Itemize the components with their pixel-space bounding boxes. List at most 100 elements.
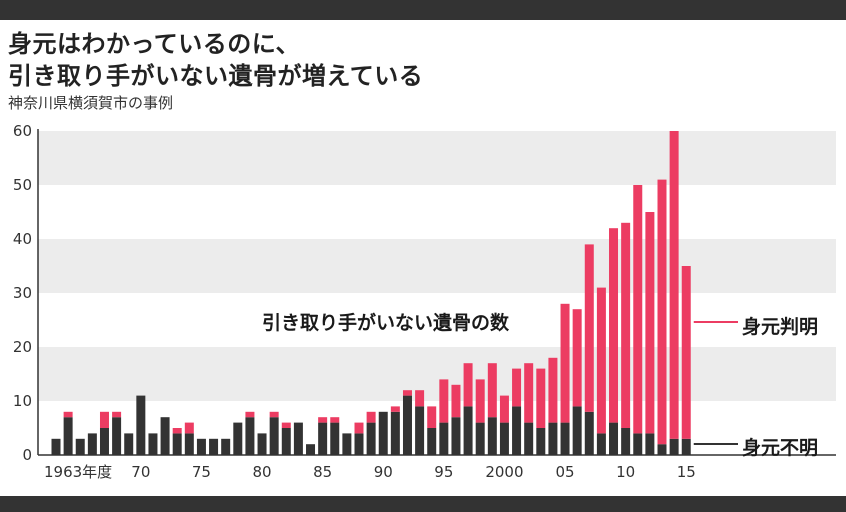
bar-known [281, 422, 291, 428]
bar-known [645, 212, 655, 434]
grid-band [38, 239, 836, 293]
bar-unknown [645, 433, 655, 455]
x-tick-label: 10 [616, 463, 635, 481]
x-tick-label: 1963年度 [44, 463, 112, 481]
chart-title-line2: 引き取り手がいない遺骨が増えている [8, 62, 424, 90]
bar-unknown [184, 433, 194, 455]
bar-known [427, 406, 437, 428]
bar-known [439, 379, 449, 423]
bar-unknown [596, 433, 606, 455]
bar-known [463, 363, 473, 407]
bar-unknown [257, 433, 267, 455]
x-tick-label: 80 [252, 463, 271, 481]
y-tick-label: 10 [13, 392, 32, 410]
bar-known [681, 266, 691, 439]
bar-known [512, 368, 522, 407]
y-tick-label: 20 [13, 338, 32, 356]
bar-known [621, 222, 631, 428]
bar-known [524, 363, 534, 423]
bar-unknown [524, 422, 534, 455]
bar-unknown [209, 438, 219, 455]
x-tick-label: 75 [192, 463, 211, 481]
bar-known [112, 411, 122, 418]
bar-unknown [512, 406, 522, 455]
bar-unknown [536, 428, 546, 455]
bar-unknown [572, 406, 582, 455]
bar-unknown [233, 422, 243, 455]
x-tick-label: 05 [555, 463, 574, 481]
x-tick-label: 90 [374, 463, 393, 481]
bar-unknown [402, 395, 412, 455]
bar-unknown [160, 417, 170, 455]
bar-known [487, 363, 497, 418]
bar-known [596, 287, 606, 434]
bar-known [572, 309, 582, 407]
bar-unknown [136, 395, 146, 455]
bar-known [318, 417, 328, 423]
bar-known [390, 406, 400, 412]
bar-unknown [99, 428, 109, 455]
bar-known [560, 303, 570, 423]
bar-unknown [499, 422, 509, 455]
bar-known [609, 228, 619, 423]
bar-unknown [269, 417, 279, 455]
legend-known: 身元判明 [742, 316, 819, 338]
bar-known [269, 411, 279, 418]
bar-unknown [293, 422, 303, 455]
bar-unknown [548, 422, 558, 455]
bar-unknown [148, 433, 158, 455]
bar-unknown [75, 438, 85, 455]
bar-unknown [51, 438, 61, 455]
top-bar [0, 0, 846, 20]
bar-known [669, 131, 679, 439]
bar-unknown [63, 417, 73, 455]
bar-unknown [330, 422, 340, 455]
bar-unknown [245, 417, 255, 455]
bar-known [415, 390, 425, 407]
bar-known [536, 368, 546, 428]
bar-unknown [342, 433, 352, 455]
bar-unknown [221, 438, 231, 455]
bar-known [633, 185, 643, 434]
grid-band [38, 131, 836, 185]
bar-unknown [318, 422, 328, 455]
y-tick-label: 50 [13, 176, 32, 194]
y-tick-label: 0 [22, 446, 32, 464]
bar-known [475, 379, 485, 423]
grid-band [38, 347, 836, 401]
bar-unknown [378, 411, 388, 455]
x-tick-label: 95 [434, 463, 453, 481]
bar-known [548, 357, 558, 423]
bar-unknown [439, 422, 449, 455]
bar-unknown [584, 411, 594, 455]
bar-known [402, 390, 412, 396]
x-tick-label: 2000 [485, 463, 523, 481]
bar-unknown [633, 433, 643, 455]
chart-title-line1: 身元はわかっているのに、 [8, 30, 301, 58]
bar-unknown [427, 428, 437, 455]
bar-unknown [609, 422, 619, 455]
x-tick-label: 70 [131, 463, 150, 481]
bar-known [184, 422, 194, 434]
bar-unknown [415, 406, 425, 455]
bar-unknown [463, 406, 473, 455]
bar-known [172, 428, 182, 434]
bar-unknown [451, 417, 461, 455]
bar-unknown [366, 422, 376, 455]
bar-unknown [172, 433, 182, 455]
y-tick-label: 40 [13, 230, 32, 248]
bar-known [657, 179, 667, 445]
chart-subtitle: 神奈川県横須賀市の事例 [8, 94, 174, 112]
bar-known [366, 411, 376, 423]
bar-known [451, 384, 461, 418]
bar-unknown [87, 433, 97, 455]
bar-unknown [621, 428, 631, 455]
bar-unknown [669, 438, 679, 455]
bar-known [99, 411, 109, 428]
bar-known [354, 422, 364, 434]
bar-known [499, 395, 509, 423]
bar-unknown [657, 444, 667, 455]
bar-unknown [354, 433, 364, 455]
bar-unknown [124, 433, 134, 455]
legend-unknown: 身元不明 [742, 437, 819, 459]
